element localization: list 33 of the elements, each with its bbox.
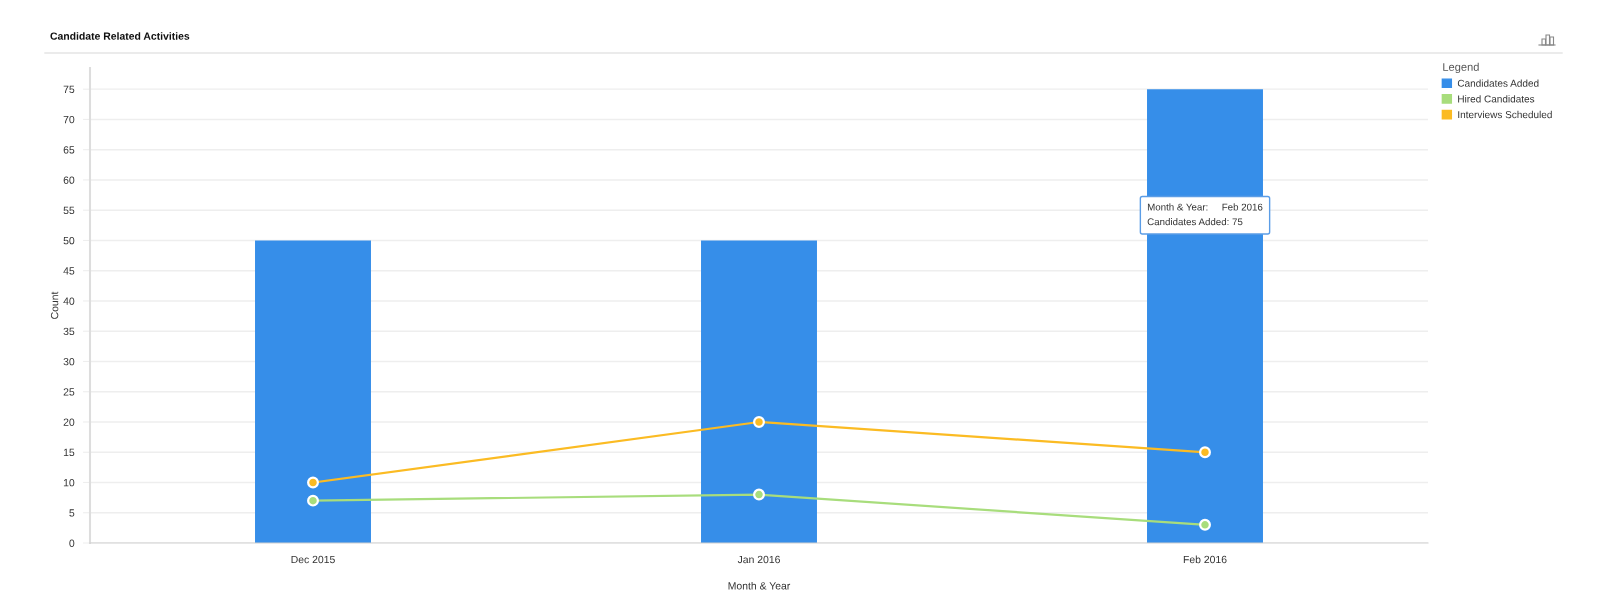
y-tick-label: 50 — [63, 236, 75, 245]
point — [1199, 518, 1211, 531]
point — [307, 494, 319, 507]
y-tick-label: 40 — [63, 297, 75, 305]
point — [753, 488, 765, 501]
y-tick-label: 45 — [63, 267, 75, 275]
x-axis-title: Month & Year — [728, 581, 791, 590]
y-tick-label: 20 — [63, 418, 75, 426]
point — [307, 476, 319, 489]
chart-title: Candidate Related Activities — [50, 32, 190, 40]
y-tick-label: 0 — [69, 539, 75, 547]
annotation: Month & Year: Feb 2016 Candidates Added: 75 — [1147, 203, 1263, 226]
x-tick-label: Dec 2015 — [291, 555, 335, 564]
legend-label: Interviews Scheduled — [1458, 110, 1552, 119]
y-tick-label: 55 — [63, 206, 75, 215]
y-tick-label: 15 — [63, 448, 75, 457]
y-tick-label: 65 — [63, 146, 75, 154]
legend-title: Legend — [1443, 62, 1479, 74]
legend-label: Hired Candidates — [1458, 95, 1535, 103]
y-tick-label: 70 — [63, 115, 75, 124]
y-tick-label: 10 — [63, 478, 75, 487]
x-tick-label: Jan 2016 — [737, 555, 780, 564]
point — [753, 416, 765, 428]
y-tick-label: 75 — [63, 85, 75, 94]
point — [1199, 446, 1211, 459]
x-tick-label: Feb 2016 — [1183, 555, 1227, 564]
y-tick-label: 25 — [63, 388, 75, 396]
y-tick-label: 30 — [63, 357, 75, 366]
y-tick-label: 35 — [63, 327, 75, 336]
y-tick-label: 5 — [69, 509, 75, 517]
y-tick-label: 60 — [63, 176, 75, 184]
legend-label: Candidates Added — [1457, 79, 1539, 87]
y-axis-title: Count — [50, 291, 59, 319]
